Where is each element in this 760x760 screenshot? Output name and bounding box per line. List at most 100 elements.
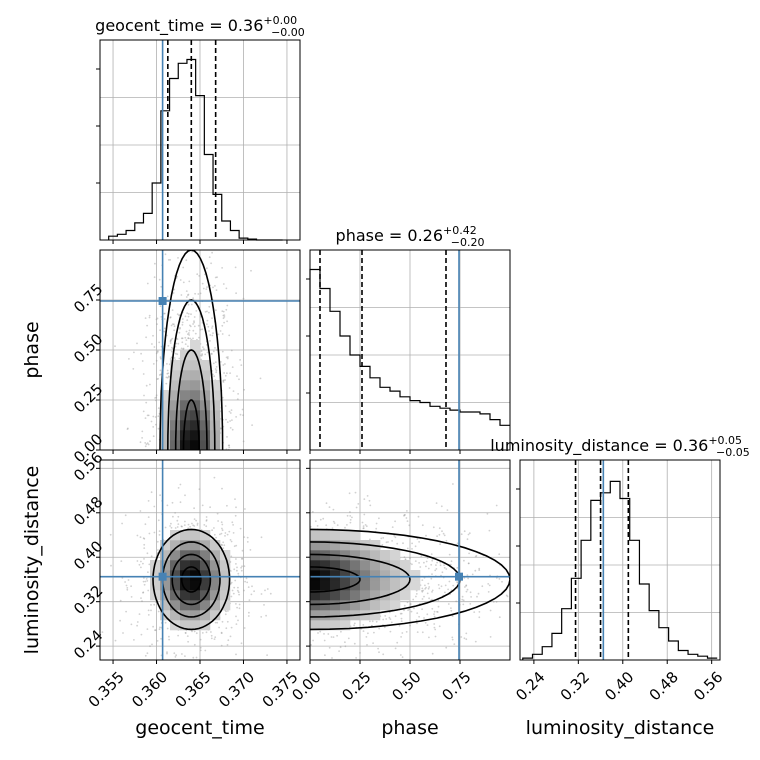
scatter-point — [460, 636, 463, 638]
scatter-point — [158, 341, 161, 344]
scatter-point — [312, 639, 314, 642]
histogram-luminosity_distance — [522, 480, 718, 660]
scatter-point — [427, 567, 430, 570]
scatter-point — [487, 591, 490, 593]
scatter-point — [528, 620, 530, 622]
scatter-point — [133, 351, 135, 354]
density-cell — [190, 360, 201, 371]
scatter-point — [238, 603, 241, 606]
scatter-point — [171, 346, 173, 349]
scatter-point — [142, 537, 145, 539]
scatter-point — [243, 536, 246, 538]
density-cell — [180, 580, 191, 591]
density-cell — [190, 620, 201, 631]
scatter-point — [227, 356, 229, 358]
scatter-point — [239, 413, 242, 416]
scatter-point — [449, 563, 452, 566]
scatter-point — [164, 526, 167, 529]
scatter-point — [168, 635, 170, 638]
density-cell — [220, 560, 231, 571]
scatter-point — [243, 565, 246, 568]
x-axis-label-phase: phase — [381, 717, 438, 739]
contour-phase-luminosity_distance-0 — [310, 566, 361, 593]
x-axis-label-luminosity_distance: luminosity_distance — [526, 717, 715, 739]
density-cell — [200, 560, 211, 571]
density-cell — [220, 570, 231, 581]
scatter-point — [355, 657, 357, 659]
density-cell — [210, 580, 221, 591]
scatter-point — [448, 553, 451, 556]
scatter-point — [411, 542, 413, 545]
scatter-point — [152, 426, 155, 428]
scatter-point — [184, 520, 186, 523]
scatter-point — [450, 607, 452, 609]
scatter-point — [465, 585, 467, 587]
scatter-point — [388, 616, 391, 619]
scatter-point — [232, 592, 235, 595]
scatter-point — [247, 615, 250, 617]
scatter-point — [435, 502, 438, 504]
density-cell — [200, 540, 211, 551]
scatter-point — [525, 576, 527, 578]
density-cell — [400, 580, 411, 591]
scatter-point — [234, 579, 237, 582]
scatter-point — [400, 636, 402, 638]
scatter-point — [226, 357, 229, 360]
scatter-point — [155, 352, 158, 355]
scatter-point — [237, 586, 239, 589]
density-cell — [370, 550, 381, 561]
scatter-point — [431, 559, 434, 562]
scatter-point — [215, 349, 218, 351]
scatter-point — [127, 579, 130, 581]
density-geocent_time-luminosity_distance — [150, 530, 231, 631]
scatter-point — [396, 641, 399, 644]
scatter-point — [211, 538, 213, 541]
scatter-point — [136, 621, 139, 623]
scatter-point — [403, 514, 405, 517]
scatter-point — [194, 662, 196, 664]
scatter-point — [394, 520, 396, 523]
density-cell — [210, 380, 221, 391]
scatter-point — [215, 289, 218, 291]
scatter-point — [363, 498, 366, 500]
scatter-point — [362, 630, 365, 632]
scatter-point — [227, 639, 230, 642]
scatter-point — [464, 586, 466, 588]
scatter-point — [193, 325, 196, 328]
scatter-point — [217, 333, 220, 336]
density-cell — [170, 380, 181, 391]
contour-geocent_time-phase-2 — [167, 299, 216, 450]
scatter-point — [212, 286, 214, 289]
scatter-point — [242, 440, 245, 443]
scatter-point — [436, 610, 438, 613]
scatter-point — [182, 266, 185, 269]
histogram-geocent_time — [108, 58, 283, 241]
scatter-point — [451, 638, 454, 641]
scatter-point — [523, 607, 525, 609]
scatter-point — [206, 286, 208, 288]
title-minus-phase: −0.20 — [451, 236, 485, 249]
scatter-point — [189, 337, 192, 340]
scatter-point — [166, 376, 169, 379]
scatter-point — [186, 319, 189, 321]
scatter-point — [166, 363, 168, 365]
scatter-point — [346, 514, 349, 517]
scatter-point — [402, 542, 404, 545]
scatter-point — [406, 601, 409, 604]
scatter-point — [197, 324, 200, 327]
density-cell — [200, 550, 211, 561]
scatter-point — [385, 618, 388, 620]
scatter-point — [371, 620, 374, 623]
scatter-point — [462, 599, 465, 602]
scatter-point — [180, 347, 183, 350]
scatter-point — [167, 344, 170, 347]
density-cell — [200, 370, 211, 381]
scatter-point — [211, 529, 214, 532]
scatter-point — [238, 593, 241, 596]
density-cell — [220, 590, 231, 601]
scatter-point — [150, 491, 153, 494]
scatter-point — [208, 311, 210, 314]
scatter-point — [442, 532, 445, 535]
scatter-point — [247, 586, 250, 588]
density-cell — [390, 580, 401, 591]
